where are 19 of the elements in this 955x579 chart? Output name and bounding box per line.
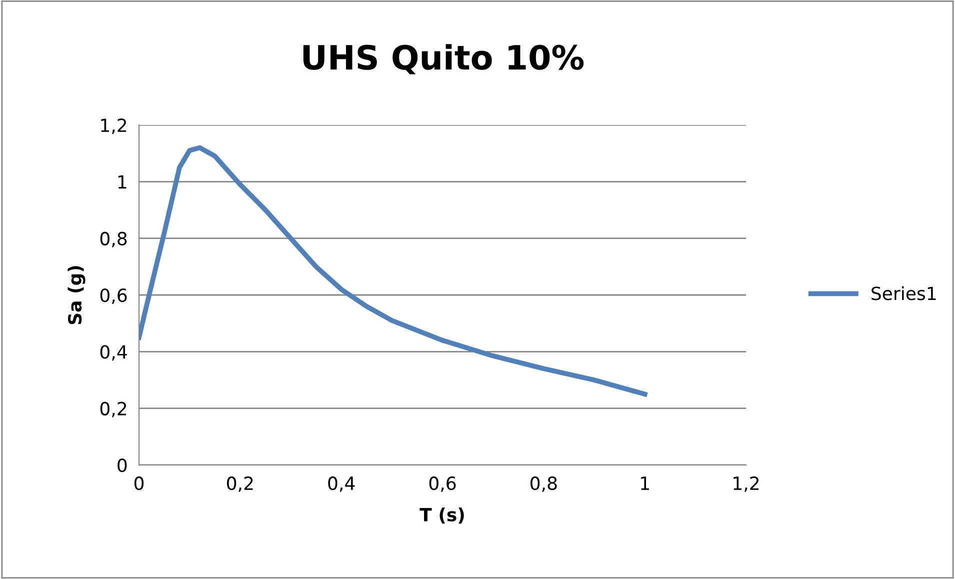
x-axis-title: T (s) [420, 507, 464, 524]
x-tick-label: 0,4 [328, 476, 355, 492]
x-tick-label: 1,2 [734, 476, 759, 492]
y-tick-label: 1 [118, 175, 126, 189]
y-tick-label: 0 [118, 458, 127, 472]
line-series [139, 145, 648, 397]
y-tick-label: 1,2 [101, 118, 126, 134]
chart-title: UHS Quito 10% [303, 44, 584, 74]
y-tick-label: 0,4 [100, 345, 127, 361]
y-tick-label: 0,6 [100, 288, 127, 304]
x-tick-label: 0,6 [429, 476, 456, 492]
y-axis-title: Sa (g) [68, 266, 86, 324]
x-tick-label: 0 [134, 476, 144, 490]
legend-label: Series1 [872, 286, 936, 300]
x-tick-label: 0,8 [530, 476, 557, 492]
x-tick-label: 1 [641, 476, 649, 490]
x-tick-label: 0,2 [227, 476, 253, 492]
y-tick-label: 0,8 [100, 232, 127, 248]
y-tick-label: 0,2 [100, 402, 126, 418]
